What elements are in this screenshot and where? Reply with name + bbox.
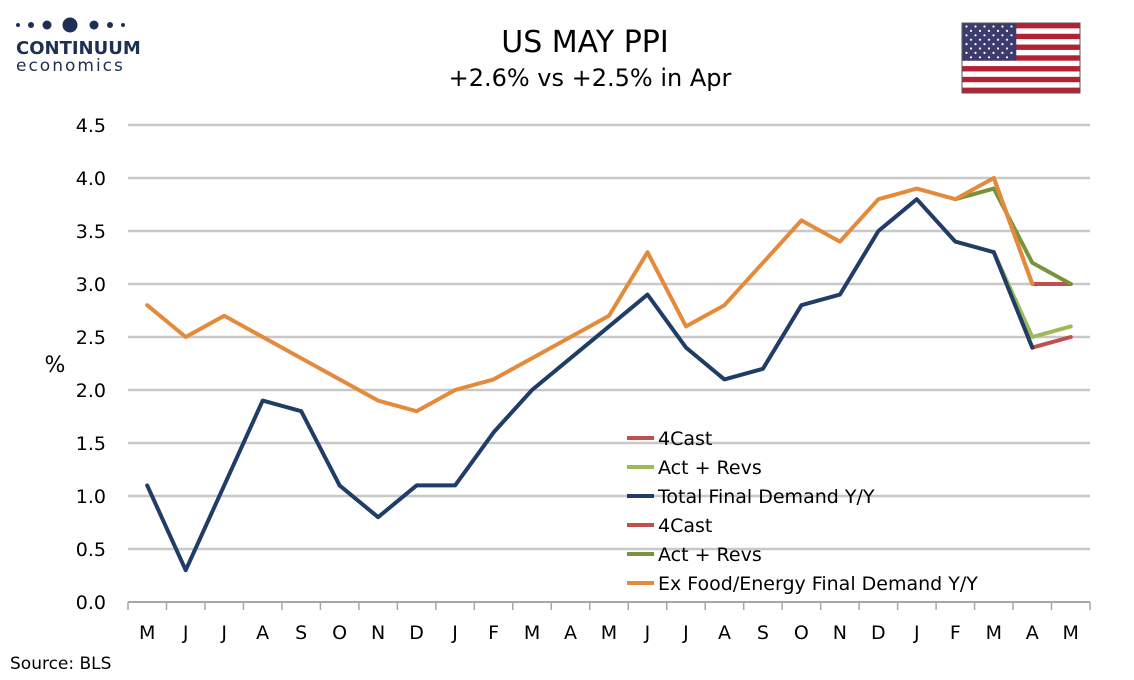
series-line-5 [145,176,1035,414]
legend-label: Total Final Demand Y/Y [657,486,875,508]
x-tick-label: M [601,622,617,644]
x-tick-label: O [332,622,347,644]
x-tick-label: J [682,622,689,644]
x-tick-label: F [488,622,499,644]
legend-label: Act + Revs [658,457,762,479]
chart-subtitle: +2.6% vs +2.5% in Apr [449,64,732,92]
y-tick-label: 2.5 [76,327,106,349]
y-tick-label: 3.0 [76,274,106,296]
y-tick-label: 1.5 [76,433,106,455]
series-line-2 [145,197,1035,573]
x-tick-label: J [220,622,227,644]
x-tick-label: M [524,622,540,644]
x-tick-label: A [564,622,577,644]
x-tick-label: M [986,622,1002,644]
y-tick-label: 4.5 [76,115,106,137]
x-tick-label: N [371,622,385,644]
y-axis-label: % [45,353,66,378]
gridlines [128,123,1090,551]
y-axis-ticks: 0.0 0.5 1.0 1.5 2.0 2.5 3.0 3.5 4.0 4.5 [76,115,106,614]
x-tick-label: F [950,622,961,644]
x-tick-label: S [295,622,307,644]
legend-label: 4Cast [658,428,712,450]
y-tick-label: 4.0 [76,168,106,190]
legend-label: Act + Revs [658,544,762,566]
source-note: Source: BLS [10,654,111,674]
y-tick-label: 1.0 [76,486,106,508]
x-tick-label: J [913,622,920,644]
x-tick-label: O [794,622,809,644]
logo-dots-icon [16,17,125,33]
continuum-logo: CONTINUUM economics [16,17,141,76]
y-tick-label: 0.5 [76,539,106,561]
x-tick-label: J [644,622,651,644]
y-tick-label: 0.0 [76,592,106,614]
x-tick-label: A [1026,622,1039,644]
x-tick-label: N [833,622,847,644]
legend-label: 4Cast [658,515,712,537]
legend-label: Ex Food/Energy Final Demand Y/Y [658,573,978,595]
x-tick-label: J [182,622,189,644]
logo-line1: CONTINUUM [16,38,141,59]
x-tick-label: J [451,622,458,644]
x-tick-label: D [871,622,886,644]
x-tick-label: D [409,622,424,644]
x-tick-label: A [718,622,731,644]
logo-line2: economics [16,56,125,76]
x-tick-label: S [757,622,769,644]
chart-title: US MAY PPI [501,25,669,60]
x-tick-label: A [256,622,269,644]
x-tick-label: M [139,622,155,644]
legend: 4Cast Act + Revs Total Final Demand Y/Y 4Ca… [627,428,978,595]
us-flag-icon [961,22,1081,94]
x-tick-label: M [1063,622,1079,644]
series-lines [145,176,1073,573]
y-tick-label: 2.0 [76,380,106,402]
y-tick-label: 3.5 [76,221,106,243]
